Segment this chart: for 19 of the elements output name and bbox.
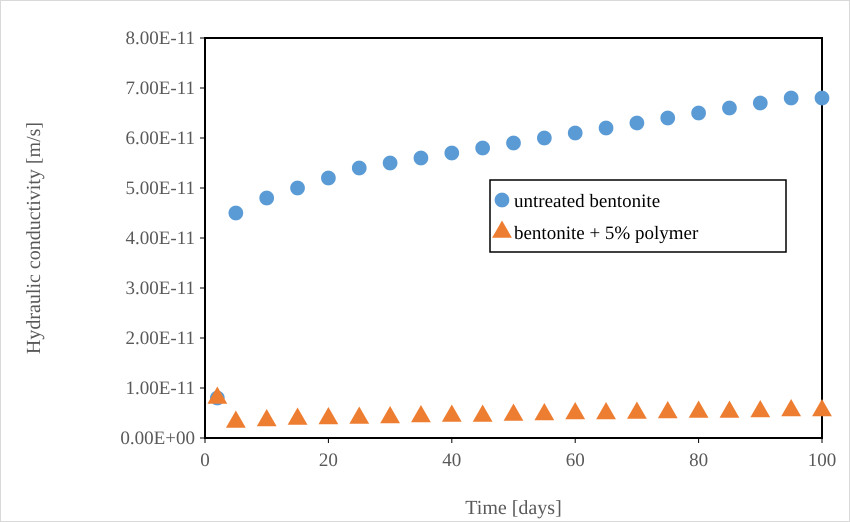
- y-tick-label: 1.00E-11: [126, 378, 195, 399]
- legend-label: untreated bentonite: [514, 191, 660, 212]
- y-tick-label: 6.00E-11: [126, 128, 195, 149]
- x-tick-label: 40: [442, 450, 462, 471]
- y-tick-label: 4.00E-11: [126, 228, 195, 249]
- legend-label: bentonite + 5% polymer: [514, 223, 699, 244]
- x-tick-label: 100: [808, 450, 836, 471]
- y-axis-title: Hydraulic conductivity [m/s]: [23, 122, 45, 354]
- x-tick-label: 80: [689, 450, 708, 471]
- y-tick-label: 2.00E-11: [126, 328, 195, 349]
- x-axis-title: Time [days]: [465, 497, 562, 519]
- y-tick-label: 8.00E-11: [126, 28, 195, 49]
- y-tick-label: 7.00E-11: [126, 78, 195, 99]
- y-tick-label: 3.00E-11: [126, 278, 195, 299]
- x-tick-label: 20: [318, 450, 338, 471]
- y-tick-label: 0.00E+00: [120, 428, 195, 449]
- x-tick-label: 60: [566, 450, 585, 471]
- y-tick-label: 5.00E-11: [126, 178, 195, 199]
- x-tick-label: 0: [200, 450, 210, 471]
